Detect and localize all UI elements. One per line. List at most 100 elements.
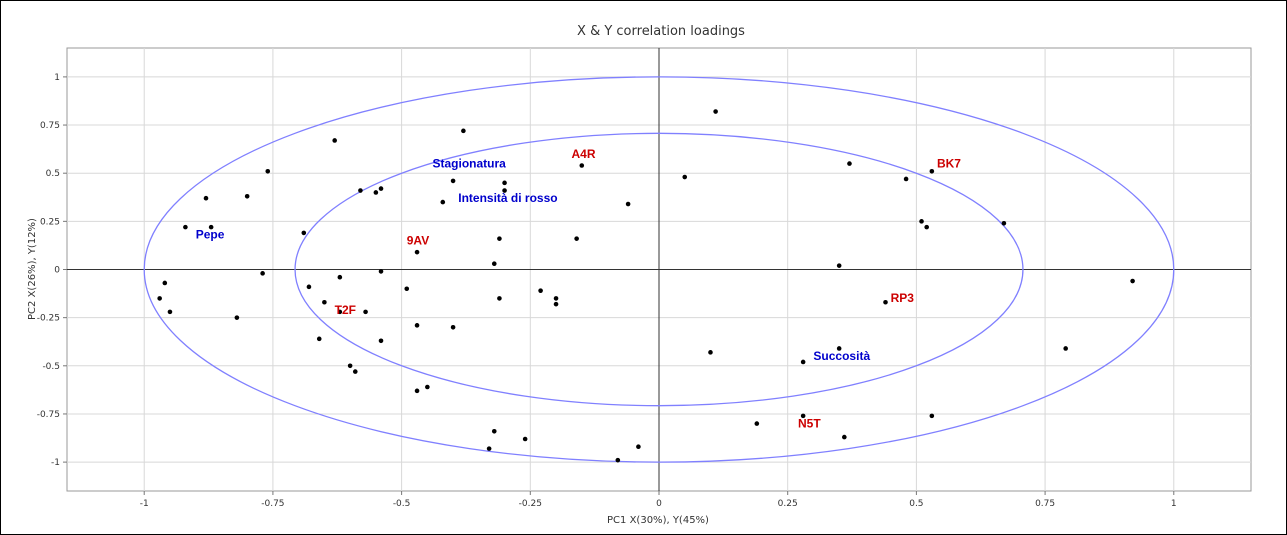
data-point-49 (615, 457, 621, 463)
data-point-40 (497, 296, 502, 301)
data-point-47 (625, 201, 631, 207)
variable-label-0: Pepe (196, 228, 225, 242)
x-tick-label-8: 1 (1171, 499, 1177, 509)
data-point-3 (183, 224, 188, 230)
data-point-24 (378, 269, 384, 274)
data-point-44 (553, 301, 559, 307)
data-point-15 (337, 274, 343, 280)
x-tick-label-4: 0 (656, 499, 662, 509)
data-point-12 (322, 299, 327, 305)
y-tick-label-5: -0.25 (37, 314, 60, 324)
data-point-27 (414, 323, 420, 328)
data-point-16 (337, 309, 343, 315)
data-point-52 (713, 109, 718, 114)
variable-label-4: A4R (571, 147, 595, 161)
variable-label-7: T2F (335, 303, 356, 317)
data-point-64 (929, 168, 935, 174)
variable-label-6: 9AV (407, 233, 429, 247)
y-tick-label-0: 1 (54, 73, 60, 83)
data-point-22 (378, 186, 384, 191)
x-tick-label-2: -0.5 (393, 499, 411, 509)
data-point-30 (440, 199, 446, 205)
x-tick-labels: -1 -0.75 -0.5 -0.25 0 0.25 0.5 0.75 1 (140, 491, 1177, 509)
chart-title: X & Y correlation loadings (577, 24, 745, 39)
x-tick-label-6: 0.5 (909, 499, 923, 509)
data-point-51 (708, 350, 713, 355)
variable-label-2: Intensità di rosso (458, 191, 557, 205)
data-point-2 (167, 309, 173, 315)
data-point-68 (1130, 278, 1135, 284)
data-point-62 (919, 219, 924, 224)
outer-correlation-circle (143, 76, 1175, 463)
x-axis-title: PC1 X(30%), Y(45%) (607, 515, 709, 526)
data-point-43 (553, 296, 559, 301)
data-point-17 (347, 363, 353, 369)
data-point-33 (461, 128, 466, 134)
data-point-56 (836, 346, 842, 351)
variable-labels: Pepe Stagionatura Intensità di rosso Succos… (196, 147, 962, 431)
y-tick-label-2: 0.5 (46, 169, 60, 179)
data-point-36 (491, 261, 497, 267)
data-point-26 (414, 249, 420, 255)
inner-correlation-circle (294, 132, 1024, 407)
data-point-20 (363, 309, 368, 315)
data-point-54 (800, 413, 806, 419)
data-point-38 (502, 180, 507, 186)
y-axis-title: PC2 X(26%), Y(12%) (27, 218, 38, 320)
x-tick-label-7: 0.75 (1035, 499, 1055, 509)
data-point-14 (332, 138, 337, 143)
x-tick-label-3: -0.25 (519, 499, 542, 509)
data-point-7 (265, 168, 271, 174)
data-point-18 (352, 369, 358, 374)
data-point-4 (203, 195, 209, 201)
zero-axes (67, 48, 1251, 491)
data-point-34 (486, 446, 492, 451)
data-point-63 (924, 224, 929, 230)
data-point-11 (306, 284, 312, 290)
data-point-58 (842, 434, 847, 440)
data-point-53 (754, 421, 760, 426)
data-point-46 (574, 236, 579, 241)
data-point-39 (502, 188, 507, 193)
data-point-59 (847, 161, 852, 166)
y-tick-label-3: 0.25 (40, 217, 60, 227)
y-tick-labels: 1 0.75 0.5 0.25 0 -0.25 -0.5 -0.75 -1 (37, 73, 67, 468)
y-tick-label-4: 0 (54, 266, 60, 276)
data-point-57 (836, 263, 842, 268)
data-point-35 (491, 428, 497, 434)
variable-label-1: Stagionatura (432, 156, 506, 170)
data-point-61 (903, 176, 909, 182)
data-point-10 (301, 230, 307, 236)
variable-label-8: RP3 (891, 291, 915, 305)
data-point-45 (579, 163, 585, 168)
data-point-21 (373, 190, 379, 195)
data-point-65 (929, 413, 935, 419)
data-point-41 (522, 436, 528, 442)
data-point-67 (1063, 346, 1068, 351)
data-point-32 (450, 324, 456, 330)
data-point-60 (883, 299, 888, 305)
data-point-50 (682, 174, 688, 180)
data-point-42 (538, 288, 543, 293)
y-tick-label-7: -0.75 (37, 410, 60, 420)
data-point-1 (157, 296, 162, 301)
y-tick-label-8: -1 (51, 458, 60, 468)
y-tick-label-6: -0.5 (42, 362, 60, 372)
variable-label-5: BK7 (937, 156, 961, 170)
y-tick-label-1: 0.75 (40, 121, 60, 131)
data-point-13 (316, 336, 322, 342)
data-point-55 (800, 359, 806, 365)
data-point-25 (404, 286, 410, 292)
x-tick-label-0: -1 (140, 499, 149, 509)
data-point-5 (208, 224, 214, 230)
data-point-37 (497, 236, 502, 241)
x-tick-label-1: -0.75 (261, 499, 284, 509)
correlation-circles (143, 76, 1175, 463)
data-points (157, 109, 1135, 463)
variable-label-9: N5T (798, 416, 821, 430)
data-point-23 (378, 338, 384, 344)
data-point-66 (1001, 220, 1007, 226)
data-point-48 (636, 444, 641, 450)
